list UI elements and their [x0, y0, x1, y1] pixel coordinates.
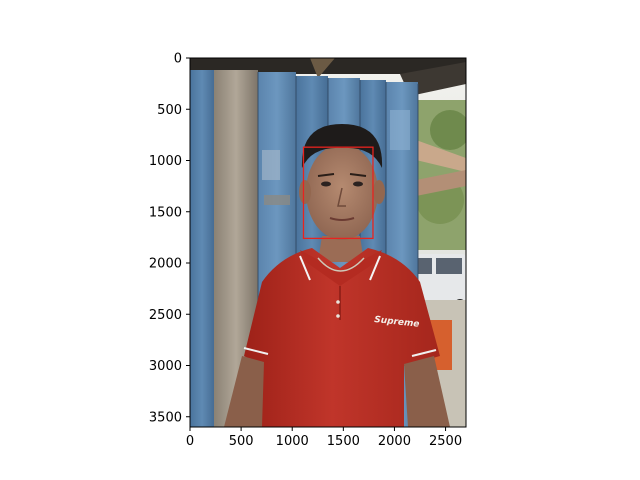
y-tick-label: 1000 — [149, 154, 182, 169]
x-tick-label: 0 — [186, 434, 194, 449]
bounding-box-layer — [302, 146, 374, 240]
y-tick-label: 2500 — [149, 308, 182, 323]
y-tick-label: 0 — [174, 52, 182, 67]
face-bounding-box — [302, 146, 374, 240]
y-axis-ticks: 0 500 1000 1500 2000 2500 3000 3500 — [149, 52, 190, 425]
y-tick-label: 2000 — [149, 257, 182, 272]
x-tick-label: 2000 — [378, 434, 411, 449]
x-tick-label: 1500 — [327, 434, 360, 449]
axes-frame — [189, 57, 467, 428]
y-tick-label: 3500 — [149, 410, 182, 425]
x-tick-label: 500 — [229, 434, 254, 449]
x-axis-ticks: 0 500 1000 1500 2000 2500 — [186, 427, 462, 449]
y-tick-label: 1500 — [149, 205, 182, 220]
photograph-image: Supreme — [190, 58, 466, 427]
y-tick-label: 3000 — [149, 359, 182, 374]
shirt-brand-text: Supreme — [374, 315, 420, 330]
x-tick-label: 2500 — [429, 434, 462, 449]
y-tick-label: 500 — [157, 103, 182, 118]
x-tick-label: 1000 — [276, 434, 309, 449]
